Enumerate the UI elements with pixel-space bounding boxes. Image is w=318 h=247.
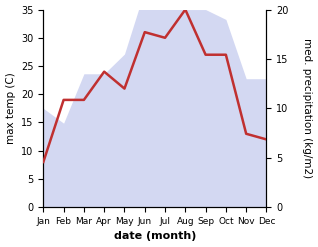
Y-axis label: med. precipitation (kg/m2): med. precipitation (kg/m2) <box>302 38 313 178</box>
X-axis label: date (month): date (month) <box>114 231 196 242</box>
Y-axis label: max temp (C): max temp (C) <box>5 72 16 144</box>
